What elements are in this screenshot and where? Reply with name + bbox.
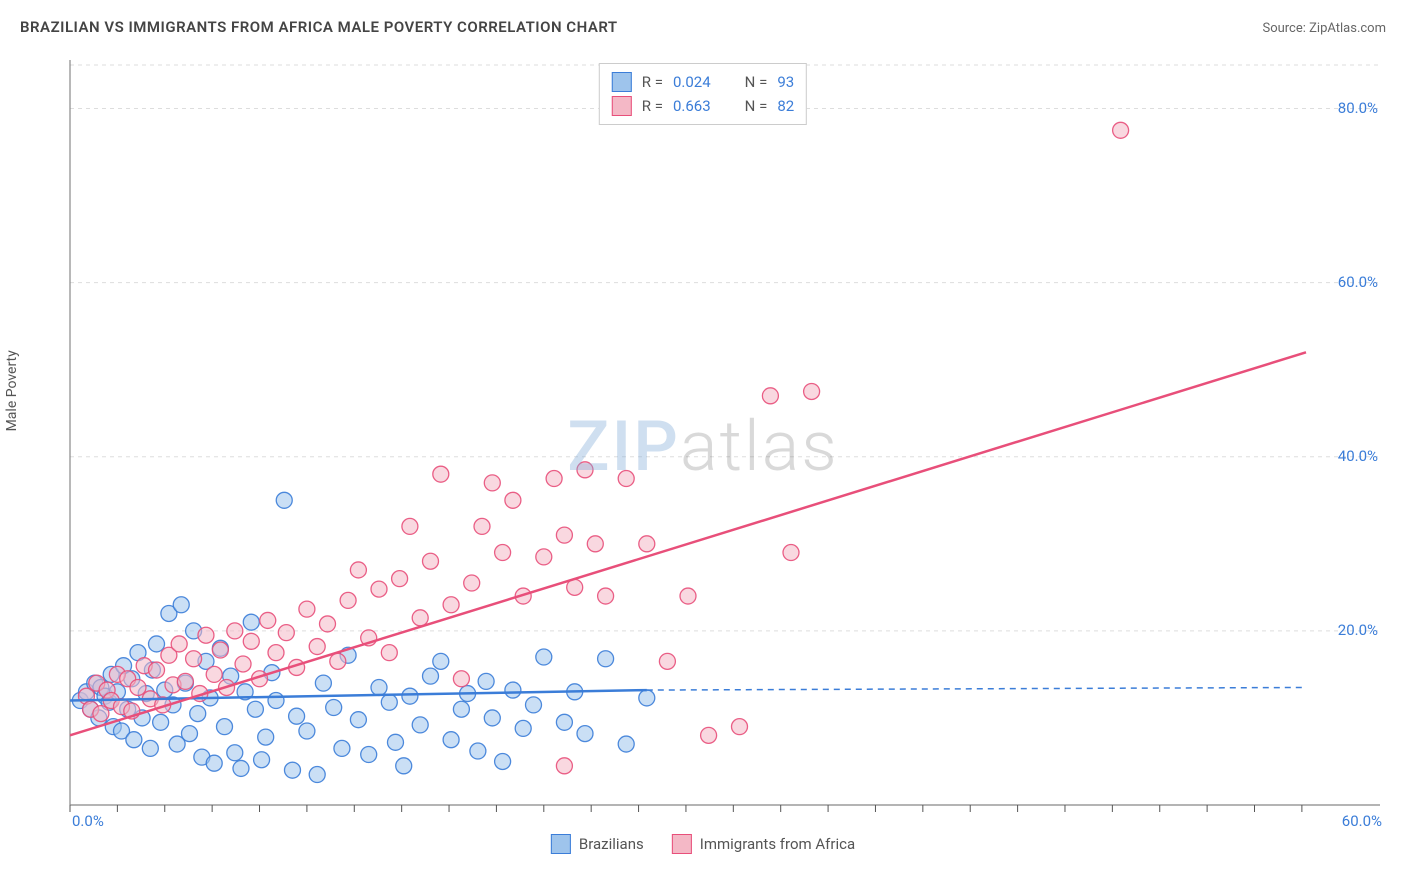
legend-statistics: R = 0.024 N = 93 R = 0.663 N = 82 — [599, 63, 807, 125]
legend-stat-row: R = 0.663 N = 82 — [612, 94, 794, 118]
legend-series-item: Immigrants from Africa — [672, 834, 855, 854]
x-axis-labels: 0.0% 60.0% — [68, 812, 1386, 830]
chart-source: Source: ZipAtlas.com — [1262, 21, 1386, 36]
chart-area: Male Poverty ZIPatlas R =0.024N =93R =0.… — [20, 55, 1386, 872]
legend-swatch — [672, 834, 692, 854]
n-label: N = — [745, 94, 768, 118]
x-tick-label: 0.0% — [72, 812, 104, 830]
r-value: 0.024 — [673, 70, 711, 94]
legend-swatch — [551, 834, 571, 854]
n-value: 93 — [777, 70, 794, 94]
r-label: R = — [642, 70, 663, 94]
n-label: N = — [745, 70, 768, 94]
legend-swatch — [612, 96, 632, 116]
legend-stat-row: R = 0.024 N = 93 — [612, 70, 794, 94]
y-tick-label: 20.0% — [1338, 621, 1378, 639]
legend-swatch — [612, 72, 632, 92]
y-tick-label: 80.0% — [1338, 99, 1378, 117]
n-value: 82 — [777, 94, 794, 118]
chart-title: BRAZILIAN VS IMMIGRANTS FROM AFRICA MALE… — [20, 18, 618, 36]
legend-series-label: Brazilians — [579, 835, 644, 853]
y-tick-label: 40.0% — [1338, 447, 1378, 465]
source-link[interactable]: ZipAtlas.com — [1309, 21, 1386, 36]
legend-series-label: Immigrants from Africa — [700, 835, 855, 853]
r-value: 0.663 — [673, 94, 711, 118]
legend-series-item: Brazilians — [551, 834, 644, 854]
y-tick-label: 60.0% — [1338, 273, 1378, 291]
x-tick-label: 60.0% — [1342, 812, 1382, 830]
legend-series: Brazilians Immigrants from Africa — [551, 834, 855, 854]
scatter-plot — [68, 55, 1386, 815]
chart-header: BRAZILIAN VS IMMIGRANTS FROM AFRICA MALE… — [20, 18, 1386, 36]
y-axis-label: Male Poverty — [4, 350, 20, 431]
r-label: R = — [642, 94, 663, 118]
